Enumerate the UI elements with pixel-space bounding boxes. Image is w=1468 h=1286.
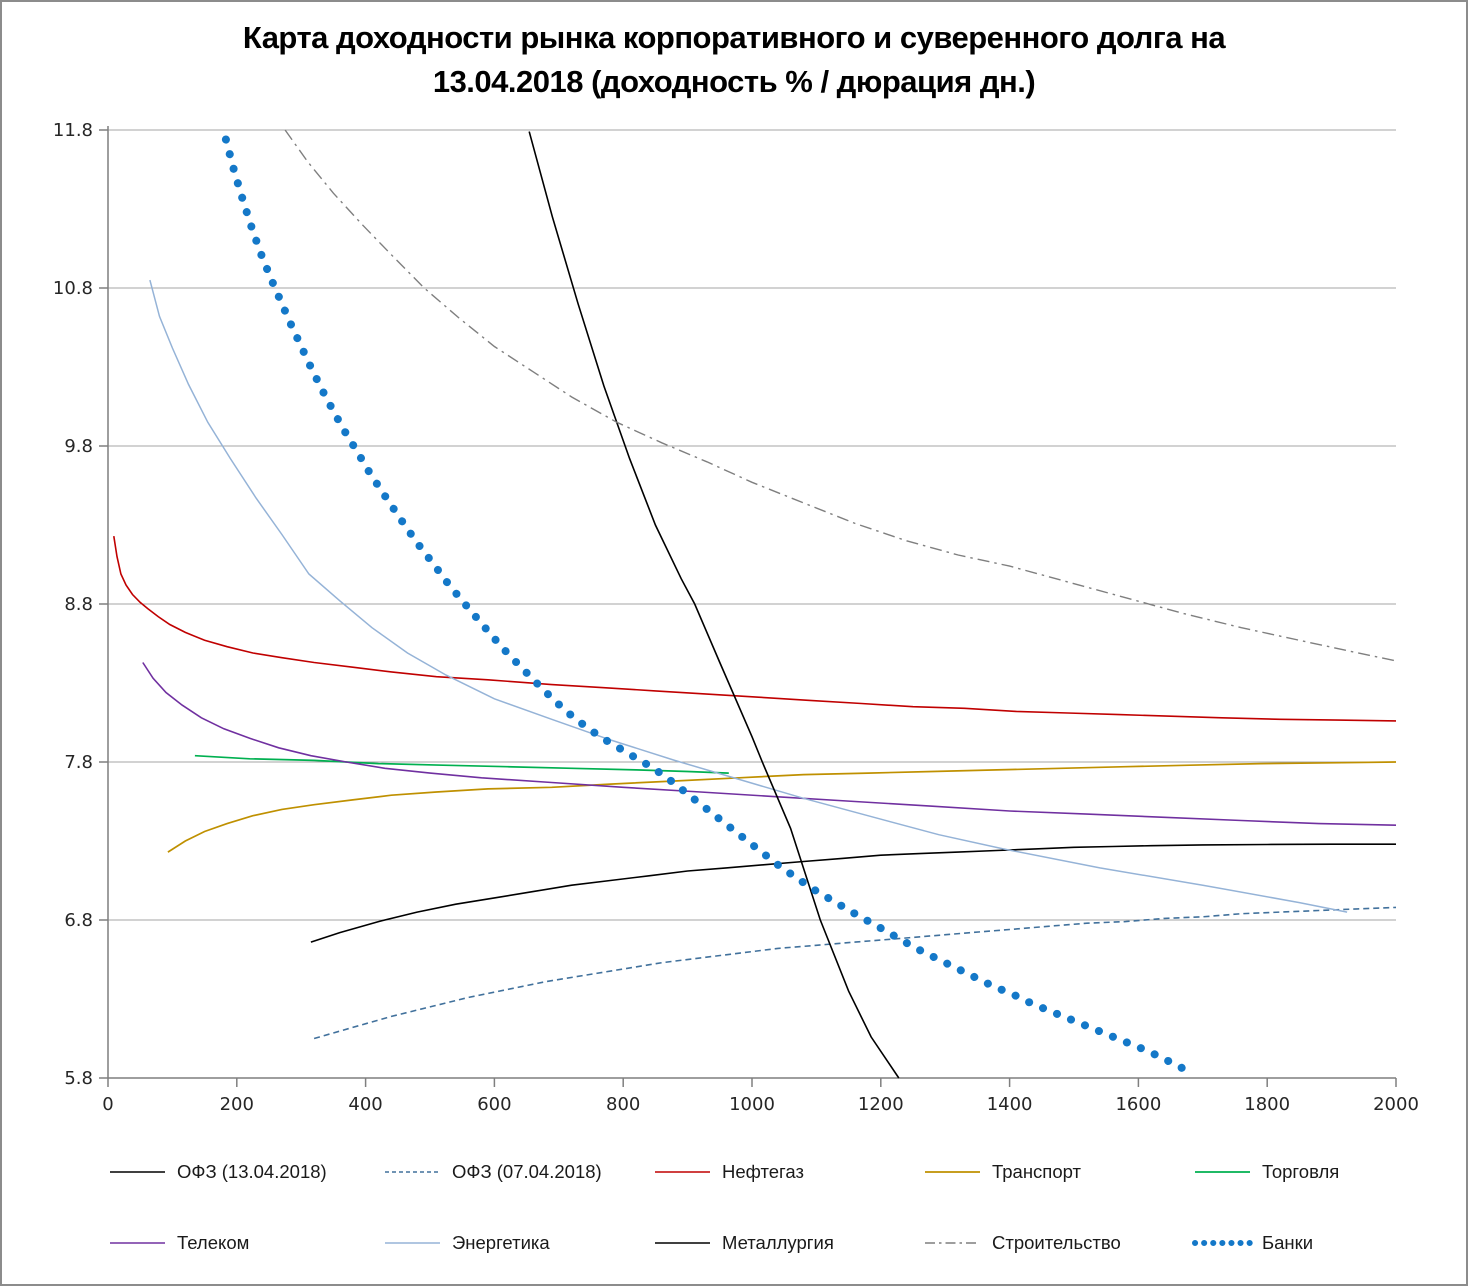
legend-label: Банки (1262, 1232, 1313, 1253)
y-tick-label: 11.8 (53, 120, 93, 141)
legend-item: Телеком (110, 1232, 249, 1253)
series-line-1 (313, 906, 1397, 1040)
legend-item: Строительство (925, 1232, 1121, 1253)
chart-title-line-2: 13.04.2018 (доходность % / дюрация дн.) (432, 64, 1036, 99)
series-line-2 (113, 535, 1397, 722)
legend-item: Металлургия (655, 1232, 834, 1253)
x-tick-label: 400 (348, 1094, 382, 1115)
series-line-0 (310, 843, 1396, 943)
x-tick-label: 200 (220, 1094, 254, 1115)
x-tick-label: 1200 (858, 1094, 904, 1115)
legend-label: Торговля (1262, 1161, 1339, 1182)
y-tick-label: 8.8 (64, 594, 93, 615)
chart-title: Карта доходности рынка корпоративного и … (2, 16, 1466, 104)
legend-label: Строительство (992, 1232, 1121, 1253)
series-line-8 (284, 129, 1397, 662)
x-tick-label: 2000 (1373, 1094, 1419, 1115)
y-tick-label: 7.8 (64, 752, 93, 773)
x-tick-label: 600 (477, 1094, 511, 1115)
legend-label: Металлургия (722, 1232, 834, 1253)
legend-item: Торговля (1195, 1161, 1339, 1182)
legend-label: Телеком (177, 1232, 249, 1253)
legend-label: Транспорт (992, 1161, 1081, 1182)
legend-label: ОФЗ (13.04.2018) (177, 1161, 327, 1182)
y-tick-label: 10.8 (53, 278, 93, 299)
series-line-6 (149, 279, 1348, 913)
x-tick-label: 800 (606, 1094, 640, 1115)
x-tick-label: 1000 (729, 1094, 775, 1115)
y-tick-label: 5.8 (64, 1068, 93, 1089)
legend-label: ОФЗ (07.04.2018) (452, 1161, 602, 1182)
y-tick-label: 9.8 (64, 436, 93, 457)
chart-title-line-1: Карта доходности рынка корпоративного и … (242, 20, 1226, 55)
x-tick-label: 1800 (1244, 1094, 1290, 1115)
y-tick-label: 6.8 (64, 910, 93, 931)
x-tick-label: 0 (102, 1094, 113, 1115)
x-tick-label: 1600 (1115, 1094, 1161, 1115)
legend-item: ОФЗ (07.04.2018) (385, 1161, 602, 1182)
series-line-3 (167, 761, 1397, 853)
x-tick-label: 1400 (987, 1094, 1033, 1115)
legend-item: ОФЗ (13.04.2018) (110, 1161, 327, 1182)
legend-label: Нефтегаз (722, 1161, 804, 1182)
legend-item: Банки (1192, 1232, 1313, 1253)
legend-item: Энергетика (385, 1232, 550, 1253)
series-line-5 (142, 662, 1397, 826)
series-line-7 (528, 131, 900, 1079)
legend-item: Нефтегаз (655, 1161, 804, 1182)
legend-label: Энергетика (452, 1232, 550, 1253)
series-line-9 (221, 135, 1196, 1079)
legend-item: Транспорт (925, 1161, 1081, 1182)
